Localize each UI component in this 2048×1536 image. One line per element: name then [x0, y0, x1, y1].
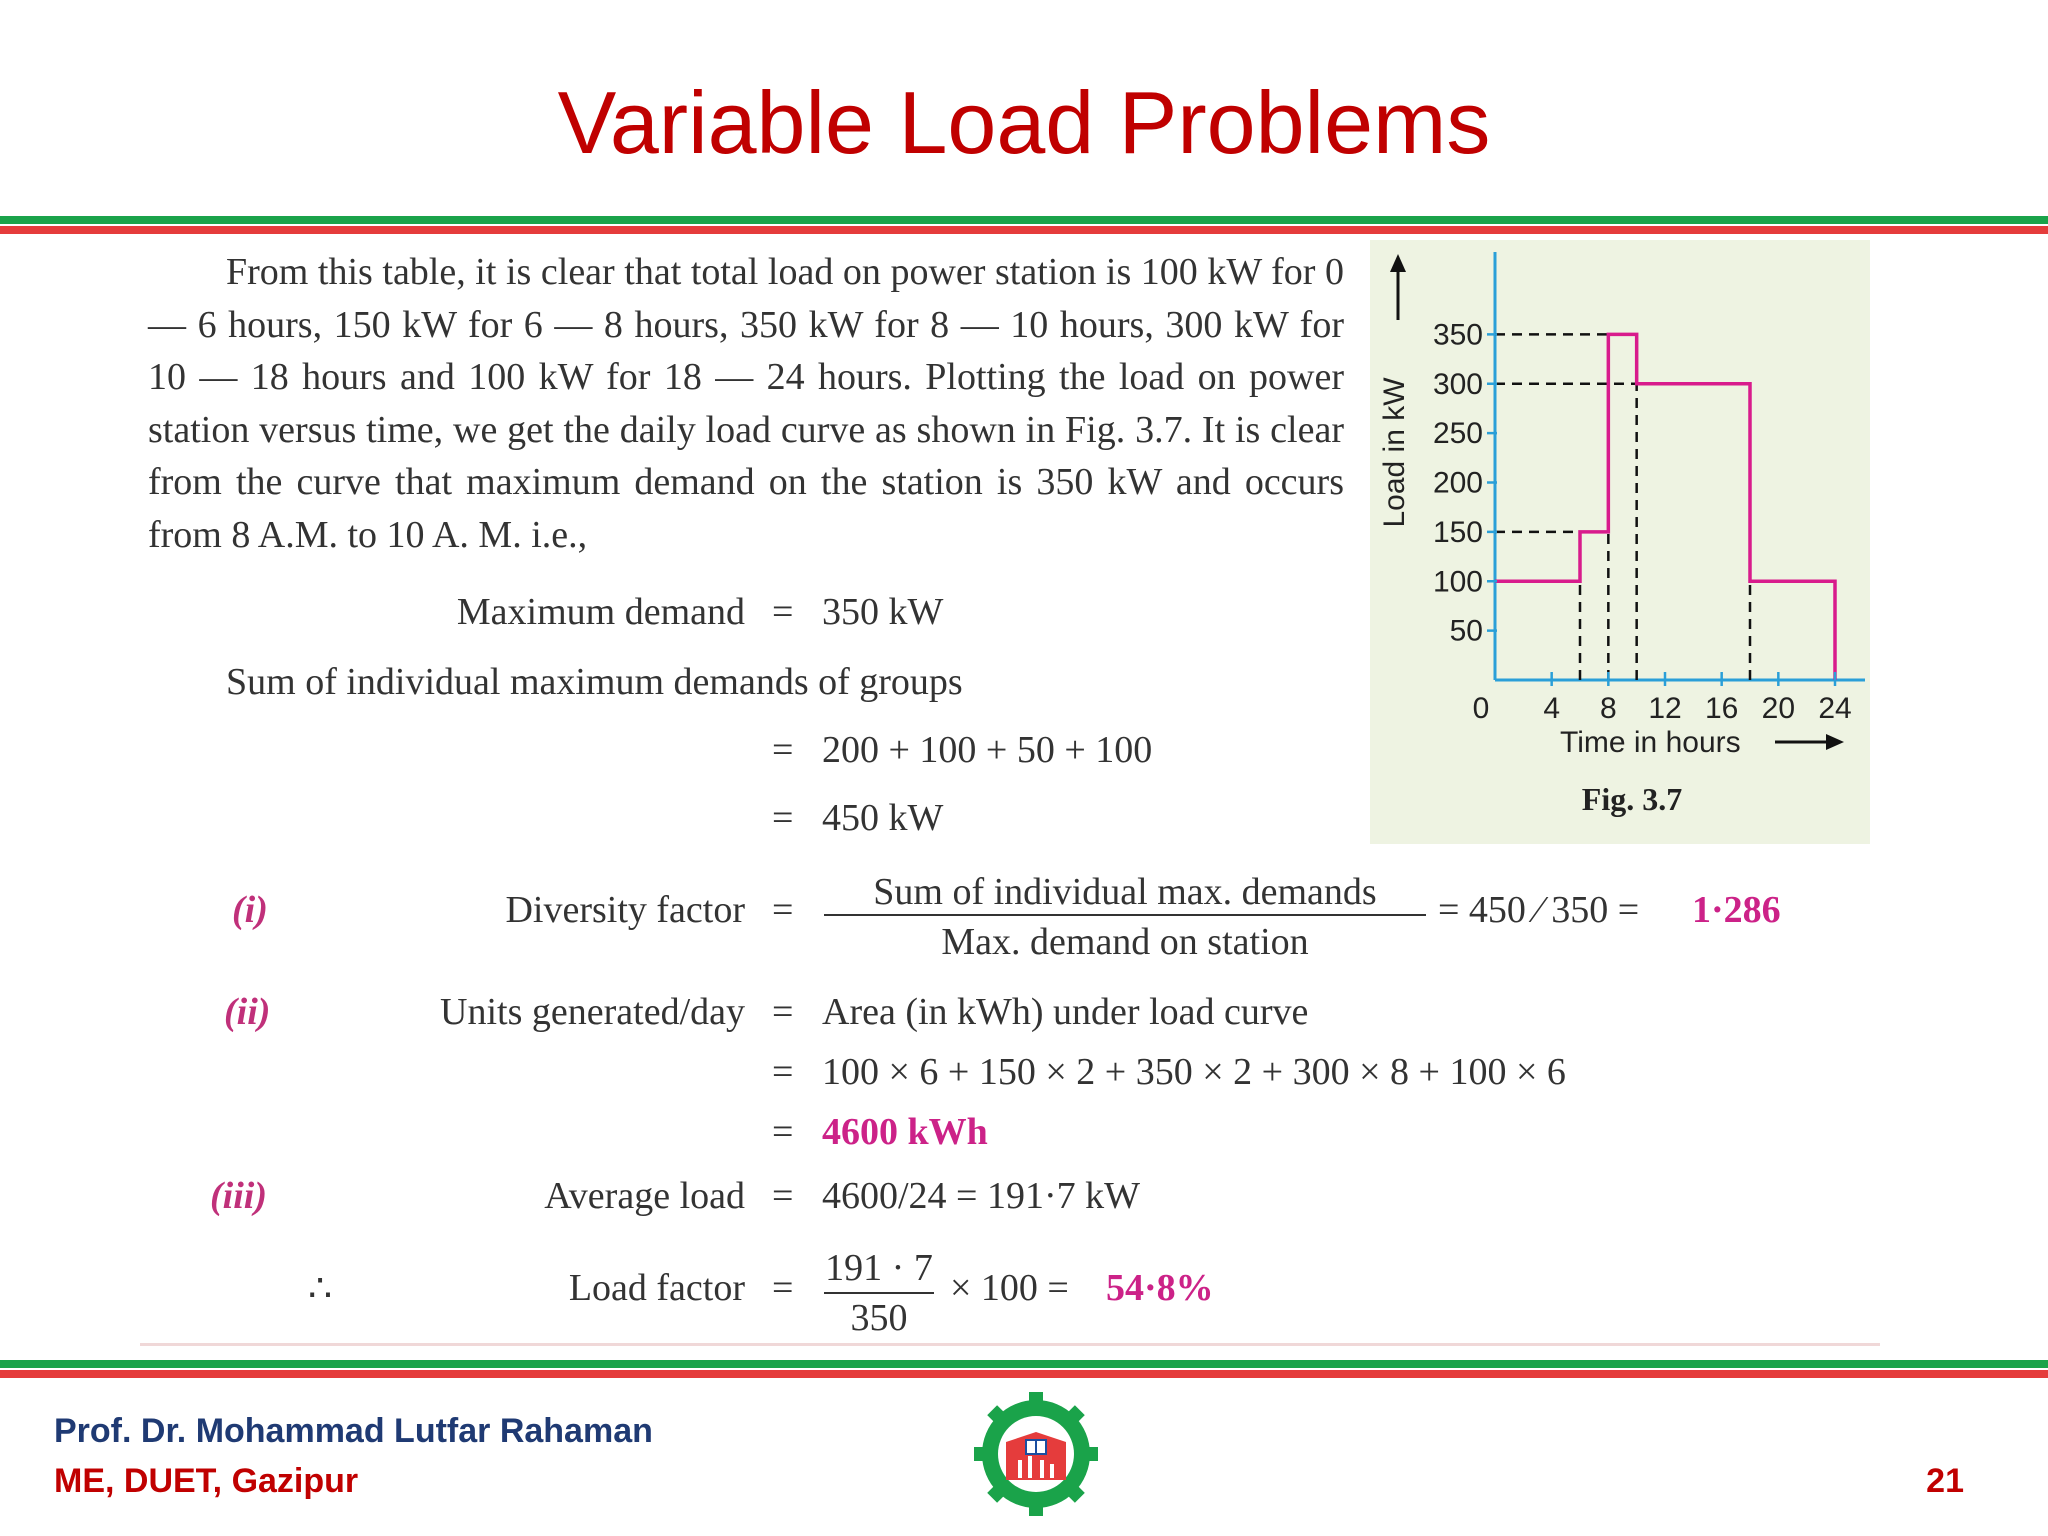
equals-sign: = — [772, 1111, 794, 1153]
y-tick-label: 150 — [1433, 516, 1483, 549]
diversity-fraction: Sum of individual max. demands Max. dema… — [824, 870, 1426, 964]
y-tick-label: 200 — [1433, 467, 1483, 500]
x-tick-label: 12 — [1648, 692, 1681, 725]
diversity-numerator: Sum of individual max. demands — [873, 871, 1377, 913]
units-result: 4600 kWh — [822, 1111, 988, 1153]
x-tick-label: 8 — [1600, 692, 1617, 725]
max-demand-label: Maximum demand — [456, 591, 745, 633]
x-axis-arrow-head — [1826, 734, 1844, 750]
footer-department: ME, DUET, Gazipur — [54, 1462, 359, 1500]
lf-fraction: 191 · 7 350 — [824, 1246, 934, 1340]
x-tick-label: 20 — [1762, 692, 1795, 725]
y-tick-label: 300 — [1433, 368, 1483, 401]
avg-label: Average load — [544, 1175, 745, 1217]
page-number: 21 — [1926, 1462, 1964, 1500]
footer-green-bar — [0, 1360, 2048, 1368]
load-curve-figure: 50 100 150 200 250 300 350 0 4 8 12 16 20 24 Load in k… — [1370, 240, 1870, 844]
equals-sign: = — [772, 1051, 794, 1093]
figure-caption: Fig. 3.7 — [1582, 781, 1682, 817]
units-line-2: 100 × 6 + 150 × 2 + 350 × 2 + 300 × 8 + … — [822, 1051, 1566, 1093]
lf-multiply: × 100 = — [950, 1267, 1069, 1309]
equals-sign: = — [772, 1175, 794, 1217]
item-ii-marker: (ii) — [224, 991, 271, 1033]
load-curve-chart: 50 100 150 200 250 300 350 0 4 8 12 16 20 24 Load in k… — [1378, 252, 1865, 817]
header-red-bar — [0, 226, 2048, 234]
lf-result: 54·8% — [1106, 1267, 1214, 1309]
diversity-result: 1·286 — [1692, 889, 1781, 931]
x-tick-label: 24 — [1818, 692, 1851, 725]
lf-denominator: 350 — [824, 1292, 934, 1340]
x-tick-label: 16 — [1705, 692, 1738, 725]
units-line-1: Area (in kWh) under load curve — [822, 991, 1309, 1033]
equals-sign: = — [772, 991, 794, 1033]
footer-author: Prof. Dr. Mohammad Lutfar Rahaman — [54, 1412, 653, 1450]
max-demand-value: 350 kW — [822, 591, 944, 633]
y-axis-label: Load in kW — [1378, 377, 1411, 528]
y-tick-label: 50 — [1450, 615, 1483, 648]
item-iii-marker: (iii) — [210, 1175, 267, 1217]
y-axis-arrow-head — [1390, 254, 1406, 272]
y-tick-label: 350 — [1433, 318, 1483, 351]
header-green-bar — [0, 216, 2048, 224]
equals-sign: = — [772, 591, 794, 633]
sum-label: Sum of individual maximum demands of gro… — [226, 661, 963, 703]
load-curve-line — [1495, 332, 1837, 680]
lf-label: Load factor — [568, 1267, 745, 1309]
sum-expression: 200 + 100 + 50 + 100 — [822, 729, 1153, 771]
sum-value: 450 kW — [822, 797, 944, 839]
slide-title: Variable Load Problems — [557, 73, 1491, 172]
therefore-symbol: ∴ — [308, 1268, 333, 1310]
diversity-label: Diversity factor — [505, 889, 745, 931]
intro-paragraph: From this table, it is clear that total … — [148, 246, 1344, 561]
x-axis-label: Time in hours — [1560, 726, 1741, 759]
slide-content: From this table, it is clear that total … — [140, 238, 1880, 1348]
equals-sign: = — [772, 797, 794, 839]
avg-value: 4600/24 = 191·7 kW — [822, 1175, 1141, 1217]
equals-sign: = — [772, 729, 794, 771]
units-label: Units generated/day — [440, 991, 745, 1033]
footer-red-bar — [0, 1370, 2048, 1378]
paragraph-text: From this table, it is clear that total … — [148, 251, 1344, 556]
equals-sign: = — [772, 1267, 794, 1309]
lf-numerator: 191 · 7 — [825, 1247, 933, 1289]
duet-logo — [974, 1392, 1098, 1516]
logo-gear-teeth — [974, 1392, 1098, 1516]
x-tick-label: 4 — [1543, 692, 1560, 725]
y-tick-label: 250 — [1433, 417, 1483, 450]
diversity-calc: = 450 ⁄ 350 = — [1438, 889, 1640, 931]
content-bottom-rule — [140, 1343, 1880, 1346]
equals-sign: = — [772, 889, 794, 931]
y-tick-label: 100 — [1433, 565, 1483, 598]
diversity-denominator: Max. demand on station — [824, 914, 1426, 964]
x-tick-label: 0 — [1473, 692, 1490, 725]
item-i-marker: (i) — [232, 889, 268, 931]
